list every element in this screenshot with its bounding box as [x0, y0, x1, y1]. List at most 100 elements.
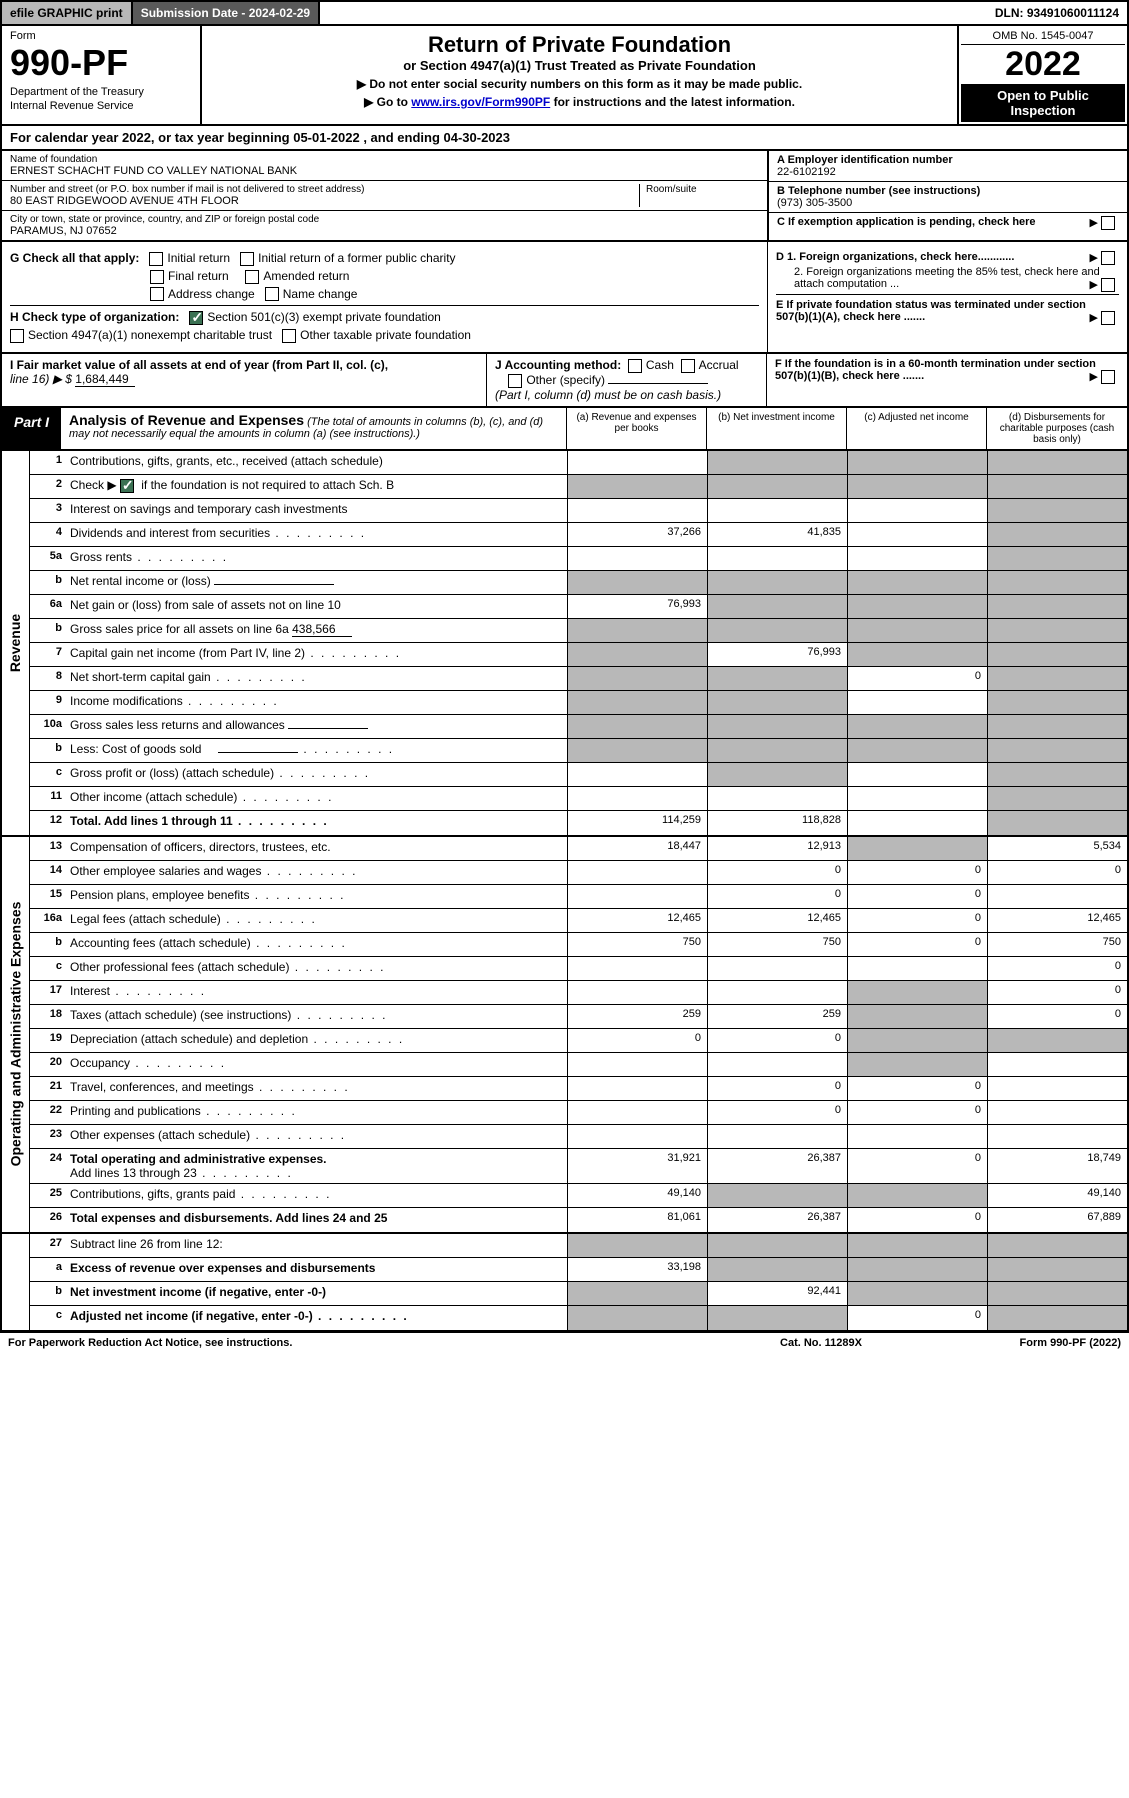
open-line2: Inspection [965, 103, 1121, 118]
l15-c: 0 [847, 885, 987, 908]
i-fmv-value: 1,684,449 [75, 372, 135, 387]
part1-desc: Analysis of Revenue and Expenses (The to… [61, 408, 567, 449]
l16b-c: 0 [847, 933, 987, 956]
g-initial-checkbox[interactable] [149, 252, 163, 266]
expenses-table: Operating and Administrative Expenses 13… [0, 837, 1129, 1234]
l6a-a: 76,993 [567, 595, 707, 618]
blank-side [2, 1234, 30, 1330]
g-initial: Initial return [167, 251, 230, 265]
exemption-checkbox[interactable] [1101, 216, 1115, 230]
l27a-a: 33,198 [567, 1258, 707, 1281]
j-note: (Part I, column (d) must be on cash basi… [495, 388, 721, 402]
l25-a: 49,140 [567, 1184, 707, 1207]
line-20: Occupancy [66, 1053, 567, 1076]
g-final: Final return [168, 269, 229, 283]
revenue-side-label: Revenue [2, 451, 30, 835]
d-e-checks: D 1. Foreign organizations, check here..… [767, 242, 1127, 352]
l27b-b: 92,441 [707, 1282, 847, 1305]
d1-checkbox[interactable] [1101, 251, 1115, 265]
h-4947-checkbox[interactable] [10, 329, 24, 343]
g-final-checkbox[interactable] [150, 270, 164, 284]
h-501c3: Section 501(c)(3) exempt private foundat… [207, 310, 440, 324]
d2-checkbox[interactable] [1101, 278, 1115, 292]
f-label: F If the foundation is in a 60-month ter… [775, 358, 1096, 382]
line-3: Interest on savings and temporary cash i… [66, 499, 567, 522]
expenses-side-label: Operating and Administrative Expenses [2, 837, 30, 1232]
form-label: Form [10, 30, 192, 42]
l13-b: 12,913 [707, 837, 847, 860]
l19-a: 0 [567, 1029, 707, 1052]
col-a-header: (a) Revenue and expenses per books [567, 408, 707, 449]
h-4947: Section 4947(a)(1) nonexempt charitable … [28, 328, 272, 342]
footer-catno: Cat. No. 11289X [721, 1337, 921, 1349]
line-19: Depreciation (attach schedule) and deple… [66, 1029, 567, 1052]
l10b-input[interactable] [218, 752, 298, 753]
j-cash-checkbox[interactable] [628, 359, 642, 373]
l21-b: 0 [707, 1077, 847, 1100]
l21-c: 0 [847, 1077, 987, 1100]
top-bar: efile GRAPHIC print Submission Date - 20… [0, 0, 1129, 26]
g-initial-former-checkbox[interactable] [240, 252, 254, 266]
g-name: Name change [283, 287, 358, 301]
note-ssn: ▶ Do not enter social security numbers o… [208, 77, 951, 91]
j-other-input[interactable] [608, 383, 708, 384]
g-address-checkbox[interactable] [150, 287, 164, 301]
line-16b: Accounting fees (attach schedule) [66, 933, 567, 956]
exemption-label: C If exemption application is pending, c… [777, 216, 1036, 228]
l24-d: 18,749 [987, 1149, 1127, 1183]
open-line1: Open to Public [965, 88, 1121, 103]
entity-info-right: A Employer identification number 22-6102… [767, 151, 1127, 240]
l10a-input[interactable] [288, 728, 368, 729]
name-label: Name of foundation [10, 154, 759, 165]
col-b-header: (b) Net investment income [707, 408, 847, 449]
g-initial-former: Initial return of a former public charit… [258, 251, 455, 265]
efile-print-label[interactable]: efile GRAPHIC print [2, 2, 133, 24]
line-24: Total operating and administrative expen… [66, 1149, 567, 1183]
f-checkbox[interactable] [1101, 370, 1115, 384]
city-row: City or town, state or province, country… [2, 211, 767, 240]
j-accrual-checkbox[interactable] [681, 359, 695, 373]
e-checkbox[interactable] [1101, 311, 1115, 325]
l4-b: 41,835 [707, 523, 847, 546]
line-27a: Excess of revenue over expenses and disb… [66, 1258, 567, 1281]
l8-c: 0 [847, 667, 987, 690]
l7-b: 76,993 [707, 643, 847, 666]
part1-label: Part I [2, 408, 61, 449]
form-number: 990-PF [10, 42, 192, 84]
col-c-header: (c) Adjusted net income [847, 408, 987, 449]
j-label: J Accounting method: [495, 358, 621, 372]
room-label: Room/suite [646, 184, 759, 195]
g-name-checkbox[interactable] [265, 287, 279, 301]
l14-c: 0 [847, 861, 987, 884]
line-5a: Gross rents [66, 547, 567, 570]
irs-link[interactable]: www.irs.gov/Form990PF [411, 95, 550, 109]
l27c-c: 0 [847, 1306, 987, 1330]
line-11: Other income (attach schedule) [66, 787, 567, 810]
l5b-input[interactable] [214, 584, 334, 585]
line-10a: Gross sales less returns and allowances [66, 715, 567, 738]
foundation-name: ERNEST SCHACHT FUND CO VALLEY NATIONAL B… [10, 165, 759, 177]
l1-a [567, 451, 707, 474]
omb-number: OMB No. 1545-0047 [961, 28, 1125, 45]
l15-b: 0 [707, 885, 847, 908]
l2-checkbox[interactable] [120, 479, 134, 493]
i-line-label: line 16) ▶ $ [10, 372, 72, 386]
g-amended-checkbox[interactable] [245, 270, 259, 284]
l24-c: 0 [847, 1149, 987, 1183]
phone-value: (973) 305-3500 [777, 197, 1119, 209]
l26-c: 0 [847, 1208, 987, 1232]
note-link-pre: ▶ Go to [364, 95, 411, 109]
line-13: Compensation of officers, directors, tru… [66, 837, 567, 860]
foundation-address: 80 EAST RIDGEWOOD AVENUE 4TH FLOOR [10, 195, 639, 207]
l22-c: 0 [847, 1101, 987, 1124]
dln-label: DLN: 93491060011124 [987, 2, 1127, 24]
header-left: Form 990-PF Department of the Treasury I… [2, 26, 202, 124]
line-5b: Net rental income or (loss) [66, 571, 567, 594]
h-501c3-checkbox[interactable] [189, 311, 203, 325]
h-other-checkbox[interactable] [282, 329, 296, 343]
d2-label: 2. Foreign organizations meeting the 85%… [794, 266, 1100, 290]
exemption-section: C If exemption application is pending, c… [769, 213, 1127, 231]
ein-label: A Employer identification number [777, 154, 1119, 166]
checks-g-d: G Check all that apply: Initial return I… [0, 242, 1129, 354]
j-other-checkbox[interactable] [508, 374, 522, 388]
